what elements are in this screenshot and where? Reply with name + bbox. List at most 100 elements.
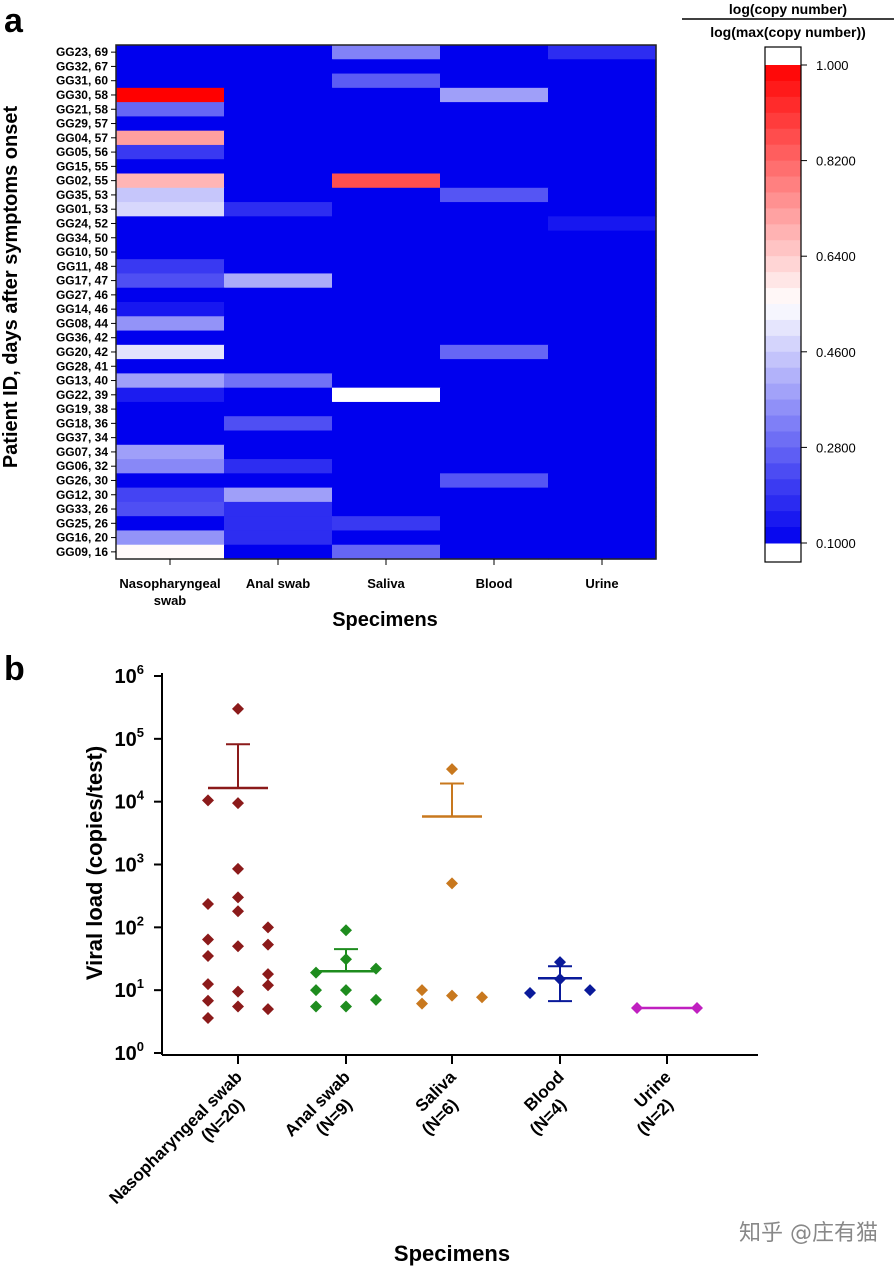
data-point — [370, 993, 382, 1006]
data-point — [524, 987, 536, 1000]
heatmap-cell — [332, 359, 441, 374]
heatmap-row-label: GG05, 56 — [56, 145, 108, 159]
scatter-y-axis-title: Viral load (copies/test) — [82, 746, 107, 980]
colorbar-band — [765, 128, 801, 146]
heatmap-row-label: GG02, 55 — [56, 174, 108, 188]
heatmap-cell — [440, 459, 549, 474]
data-point — [476, 991, 488, 1004]
data-point — [310, 1000, 322, 1013]
heatmap-cell — [332, 302, 441, 317]
heatmap-cell — [440, 187, 549, 203]
heatmap-cell — [440, 544, 549, 560]
colorbar-tick-label: 0.8200 — [816, 154, 856, 169]
heatmap-cell — [224, 544, 333, 560]
data-point — [202, 949, 214, 962]
colorbar-tick-label: 0.4600 — [816, 345, 856, 360]
data-point — [584, 984, 596, 997]
data-point — [232, 940, 244, 953]
panel-a-letter: a — [4, 2, 24, 40]
heatmap-cell — [224, 202, 333, 217]
heatmap-cell — [440, 473, 549, 489]
heatmap-cell — [440, 501, 549, 517]
heatmap-cell — [224, 416, 333, 432]
heatmap-cell — [224, 173, 333, 189]
heatmap-row-label: GG37, 34 — [56, 431, 108, 445]
heatmap-row-label: GG28, 41 — [56, 359, 108, 373]
heatmap-cell — [116, 130, 225, 146]
heatmap-cell — [116, 530, 225, 546]
heatmap-cell — [548, 144, 657, 160]
heatmap-cell — [548, 359, 657, 374]
heatmap-column-label: Nasopharyngeal swab — [119, 576, 220, 608]
colorbar: log(copy number) log(max(copy number)) 1… — [682, 1, 894, 563]
heatmap-cell — [548, 202, 657, 217]
heatmap-row-label: GG19, 38 — [56, 402, 108, 416]
heatmap-cell — [116, 59, 225, 75]
heatmap-cell — [116, 487, 225, 503]
colorbar-band — [765, 240, 801, 257]
heatmap-cell — [332, 159, 441, 175]
heatmap-cell — [224, 302, 333, 317]
heatmap-cell — [224, 216, 333, 232]
heatmap-cell — [440, 216, 549, 232]
heatmap-cell — [440, 387, 549, 403]
heatmap-cell — [116, 330, 225, 346]
heatmap-cell — [548, 87, 657, 103]
heatmap-cell — [332, 173, 441, 189]
heatmap-cell — [440, 130, 549, 146]
heatmap-cell — [332, 401, 441, 417]
heatmap-cell — [116, 230, 225, 246]
data-point — [554, 956, 566, 969]
heatmap-cell — [440, 516, 549, 532]
heatmap-cell — [224, 130, 333, 146]
heatmap-cell — [440, 287, 549, 303]
heatmap-cell — [332, 273, 441, 289]
data-point — [416, 997, 428, 1010]
colorbar-band — [765, 256, 801, 273]
heatmap-cell — [548, 330, 657, 346]
heatmap-cell — [548, 416, 657, 432]
heatmap-row-label: GG29, 57 — [56, 117, 108, 131]
heatmap-cell — [440, 259, 549, 275]
heatmap-cell — [548, 302, 657, 317]
colorbar-tick-label: 0.2800 — [816, 440, 856, 455]
heatmap-cells — [116, 45, 657, 560]
heatmap-cell — [116, 373, 225, 389]
scatter-series-group — [524, 956, 596, 1003]
heatmap-cell — [224, 330, 333, 346]
heatmap-cell — [224, 459, 333, 474]
heatmap-row-label: GG36, 42 — [56, 331, 108, 345]
heatmap-cell — [440, 430, 549, 446]
heatmap-cell — [548, 516, 657, 532]
heatmap-cell — [224, 287, 333, 303]
heatmap-cell — [116, 444, 225, 460]
heatmap-cell — [224, 59, 333, 75]
heatmap-cell — [548, 401, 657, 417]
heatmap-cell — [440, 359, 549, 374]
heatmap-cell — [116, 359, 225, 374]
heatmap-cell — [332, 473, 441, 489]
data-point — [262, 921, 274, 934]
heatmap-row-label: GG17, 47 — [56, 274, 108, 288]
heatmap-cell — [440, 530, 549, 546]
data-point — [262, 1003, 274, 1016]
heatmap-cell — [440, 230, 549, 246]
heatmap-cell — [440, 73, 549, 89]
colorbar-band — [765, 415, 801, 432]
heatmap-cell — [332, 259, 441, 275]
heatmap-cell — [548, 501, 657, 517]
heatmap-column-label: Anal swab — [246, 576, 310, 591]
heatmap-row-label: GG26, 30 — [56, 473, 108, 487]
colorbar-band — [765, 192, 801, 209]
heatmap-row-label: GG24, 52 — [56, 216, 108, 230]
scatter-series-group — [202, 702, 274, 1025]
heatmap-cell — [116, 73, 225, 89]
heatmap-row-label: GG07, 34 — [56, 445, 108, 459]
heatmap-cell — [548, 473, 657, 489]
data-point — [631, 1002, 643, 1015]
data-point — [232, 702, 244, 715]
heatmap-cell — [116, 516, 225, 532]
colorbar-tick-label: 0.6400 — [816, 249, 856, 264]
colorbar-title-denominator: log(max(copy number)) — [710, 24, 866, 40]
watermark: 知乎 @庄有猫 — [739, 1221, 878, 1246]
